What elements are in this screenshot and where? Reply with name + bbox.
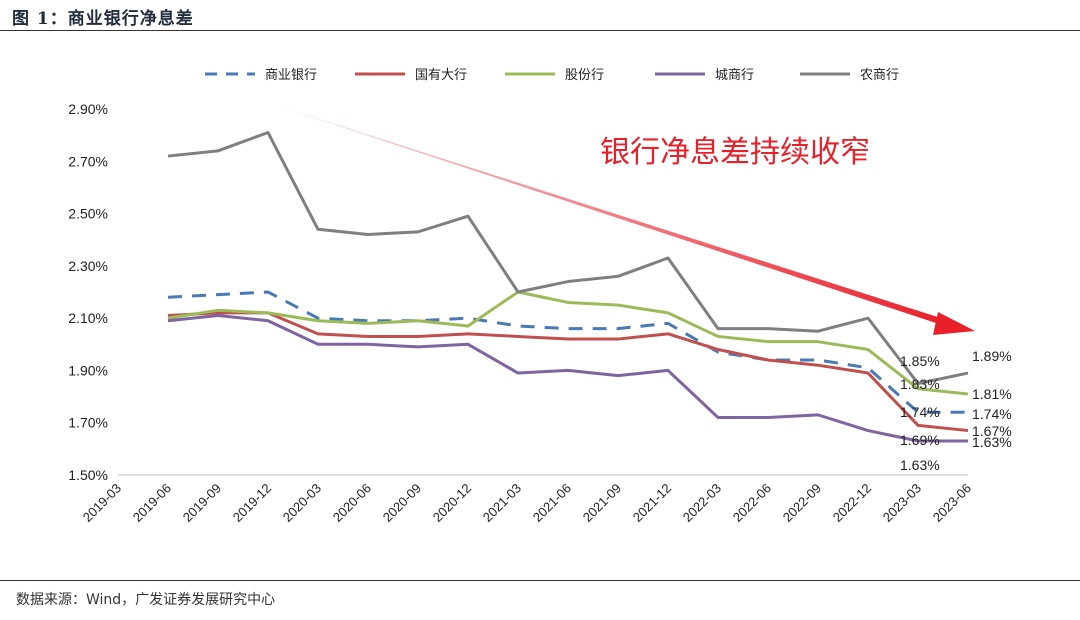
x-tick-label: 2023-06 bbox=[930, 481, 974, 525]
data-label: 1.69% bbox=[900, 432, 940, 448]
y-tick-label: 2.90% bbox=[68, 101, 108, 117]
legend-label: 国有大行 bbox=[415, 68, 467, 83]
x-tick-label: 2020-12 bbox=[430, 481, 474, 525]
annotation-text: 银行净息差持续收窄 bbox=[600, 135, 870, 170]
x-tick-label: 2021-12 bbox=[630, 481, 674, 525]
x-tick-label: 2022-09 bbox=[780, 481, 824, 525]
y-tick-label: 1.90% bbox=[68, 362, 108, 378]
data-label: 1.63% bbox=[900, 457, 940, 473]
legend-label: 股份行 bbox=[565, 68, 604, 83]
x-tick-label: 2020-03 bbox=[280, 481, 324, 525]
x-tick-label: 2019-09 bbox=[180, 481, 224, 525]
figure-title: 图 1：商业银行净息差 bbox=[12, 9, 194, 29]
y-tick-label: 2.10% bbox=[68, 310, 108, 326]
data-labels: 1.85% 1.83% 1.74% 1.69% 1.63% 1.89% 1.81% 1.74%… bbox=[900, 348, 1012, 473]
x-tick-label: 2021-09 bbox=[580, 481, 624, 525]
x-tick-label: 2023-03 bbox=[880, 481, 924, 525]
x-tick-label: 2019-03 bbox=[80, 481, 124, 525]
data-label: 1.81% bbox=[972, 386, 1012, 402]
series-line-农商行 bbox=[167, 131, 969, 385]
legend-label: 农商行 bbox=[860, 68, 899, 83]
data-label: 1.83% bbox=[900, 376, 940, 392]
legend-label: 城商行 bbox=[715, 68, 754, 83]
y-tick-label: 2.70% bbox=[68, 153, 108, 169]
data-label: 1.85% bbox=[900, 353, 940, 369]
legend-label: 商业银行 bbox=[265, 68, 317, 83]
y-tick-label: 2.30% bbox=[68, 258, 108, 274]
x-tick-label: 2021-06 bbox=[530, 481, 574, 525]
x-tick-label: 2019-06 bbox=[130, 481, 174, 525]
bottom-rule bbox=[0, 580, 1080, 581]
data-label: 1.89% bbox=[972, 348, 1012, 364]
series-line-股份行 bbox=[167, 290, 969, 396]
x-tick-label: 2019-12 bbox=[230, 481, 274, 525]
series-line-城商行 bbox=[167, 314, 968, 443]
series-line-商业银行 bbox=[167, 290, 968, 414]
top-rule bbox=[0, 30, 1080, 31]
arrow-head bbox=[933, 312, 975, 335]
source-note: 数据来源：Wind，广发证券发展研究中心 bbox=[16, 592, 276, 608]
series-line-国有大行 bbox=[167, 311, 969, 433]
series-lines bbox=[167, 131, 969, 443]
legend: 商业银行 国有大行 股份行 城商行 农商行 bbox=[205, 68, 899, 83]
x-tick-label: 2020-09 bbox=[380, 481, 424, 525]
x-axis: 2019-03 2019-06 2019-09 2019-12 2020-03 2020-… bbox=[80, 474, 974, 525]
data-label: 1.74% bbox=[972, 406, 1012, 422]
arrow-shaft bbox=[272, 104, 947, 326]
y-axis: 1.50% 1.70% 1.90% 2.10% 2.30% 2.50% 2.70% 2.90% bbox=[68, 101, 108, 483]
x-tick-label: 2021-03 bbox=[480, 481, 524, 525]
x-tick-label: 2022-03 bbox=[680, 481, 724, 525]
data-label: 1.63% bbox=[972, 434, 1012, 450]
data-label: 1.74% bbox=[900, 404, 940, 420]
y-tick-label: 1.70% bbox=[68, 415, 108, 431]
y-tick-label: 1.50% bbox=[68, 467, 108, 483]
x-tick-label: 2020-06 bbox=[330, 481, 374, 525]
x-tick-label: 2022-12 bbox=[830, 481, 874, 525]
y-tick-label: 2.50% bbox=[68, 206, 108, 222]
trend-arrow bbox=[272, 104, 975, 335]
net-interest-margin-chart: 商业银行 国有大行 股份行 城商行 农商行 1.50% 1.70% 1.90% 2.10% 2.… bbox=[68, 68, 1012, 525]
x-tick-label: 2022-06 bbox=[730, 481, 774, 525]
data-label: 1.67% bbox=[972, 423, 1012, 439]
